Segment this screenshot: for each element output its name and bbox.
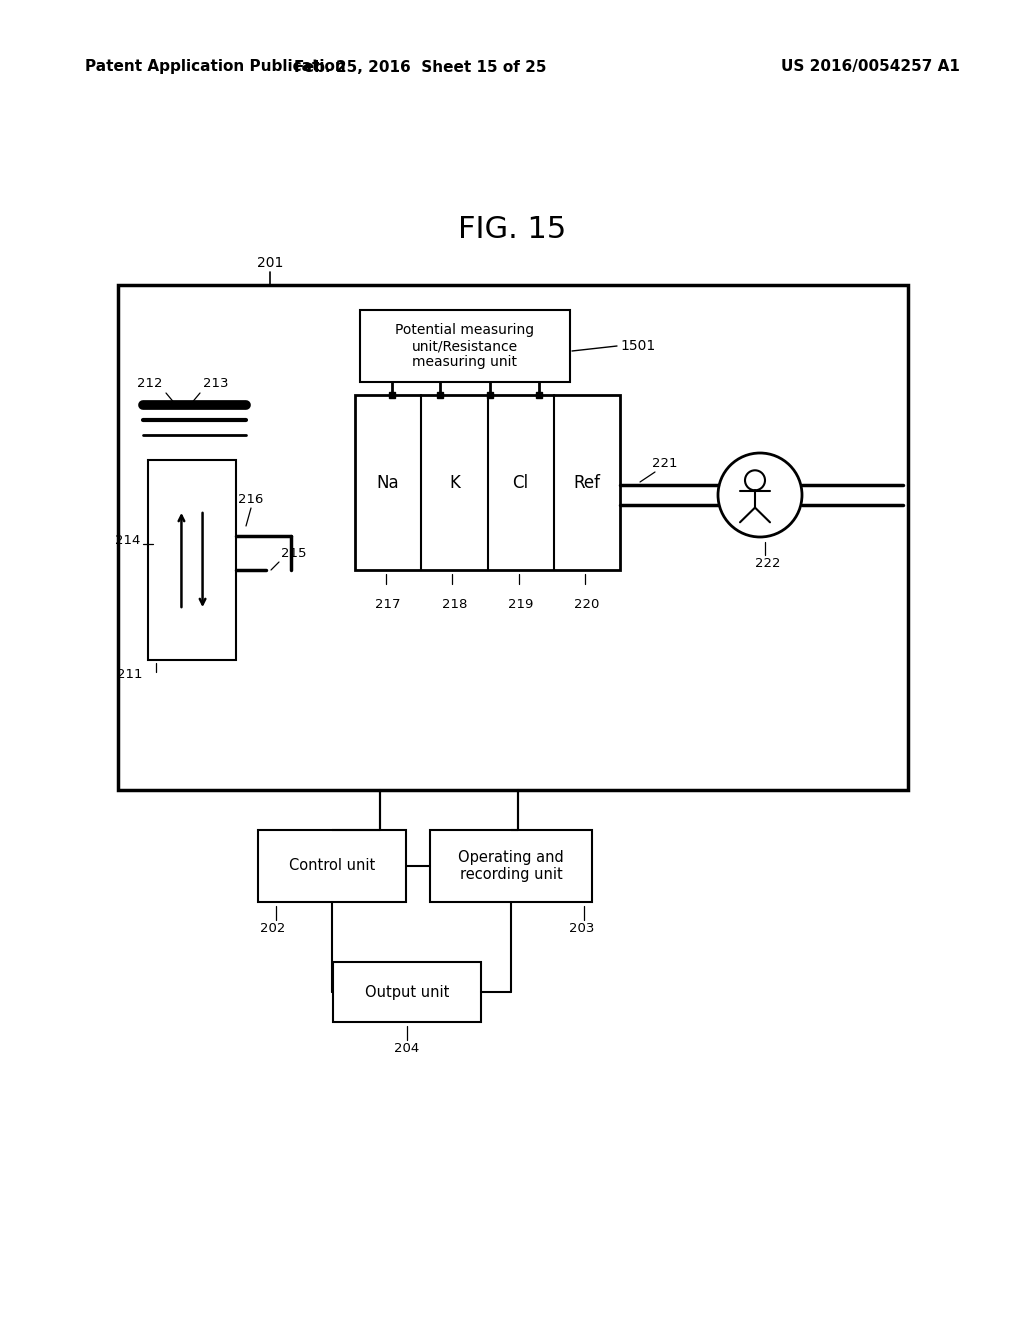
- Text: 204: 204: [394, 1041, 420, 1055]
- Text: Feb. 25, 2016  Sheet 15 of 25: Feb. 25, 2016 Sheet 15 of 25: [294, 59, 546, 74]
- Text: 220: 220: [574, 598, 600, 611]
- Text: 1501: 1501: [620, 339, 655, 352]
- Bar: [360, 310, 570, 381]
- Bar: [258, 830, 406, 902]
- Text: 211: 211: [118, 668, 143, 681]
- Text: 202: 202: [260, 921, 286, 935]
- Text: K: K: [449, 474, 460, 491]
- Text: Potential measuring
unit/Resistance
measuring unit: Potential measuring unit/Resistance meas…: [395, 323, 535, 370]
- Text: Output unit: Output unit: [365, 985, 450, 999]
- Text: Ref: Ref: [573, 474, 600, 491]
- Text: FIG. 15: FIG. 15: [458, 215, 566, 244]
- Text: 221: 221: [652, 457, 678, 470]
- Bar: [430, 830, 592, 902]
- Text: 201: 201: [257, 256, 284, 271]
- Text: 216: 216: [239, 492, 264, 506]
- Text: 214: 214: [115, 533, 140, 546]
- Text: Na: Na: [377, 474, 399, 491]
- Bar: [333, 962, 481, 1022]
- Text: 217: 217: [376, 598, 400, 611]
- Text: 212: 212: [137, 378, 163, 389]
- Bar: [148, 459, 236, 660]
- Text: 218: 218: [441, 598, 467, 611]
- Text: 222: 222: [756, 557, 780, 570]
- Text: US 2016/0054257 A1: US 2016/0054257 A1: [780, 59, 959, 74]
- Text: Cl: Cl: [513, 474, 528, 491]
- Text: 219: 219: [508, 598, 534, 611]
- Text: 213: 213: [203, 378, 228, 389]
- Bar: [355, 395, 620, 570]
- Bar: [118, 285, 908, 789]
- Text: 215: 215: [281, 546, 306, 560]
- Text: Operating and
recording unit: Operating and recording unit: [458, 850, 564, 882]
- Text: Control unit: Control unit: [289, 858, 375, 874]
- Text: Patent Application Publication: Patent Application Publication: [85, 59, 346, 74]
- Text: 203: 203: [569, 921, 595, 935]
